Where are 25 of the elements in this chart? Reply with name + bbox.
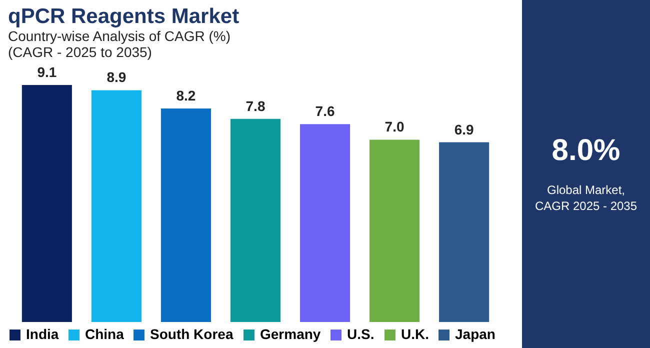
x-tick-label: India <box>26 326 59 342</box>
data-label: 9.1 <box>37 64 57 80</box>
data-label: 7.6 <box>315 103 335 120</box>
bar <box>22 85 72 322</box>
bar <box>230 118 281 322</box>
chart-title: qPCR Reagents Market <box>8 5 240 28</box>
bar <box>160 108 212 322</box>
bar <box>300 124 350 322</box>
data-label: 6.9 <box>454 121 474 138</box>
x-tick-label: U.S. <box>347 326 374 342</box>
x-tick-label: China <box>85 326 124 342</box>
x-tick-label: Germany <box>260 326 321 342</box>
chart-subtitle: Country-wise Analysis of CAGR (%) (CAGR - 2025 to 2035) <box>8 28 231 60</box>
x-tick-label: South Korea <box>150 326 234 342</box>
bar <box>439 142 490 322</box>
x-tick-label: Japan <box>455 326 496 342</box>
data-label: 7.0 <box>384 118 404 135</box>
bar <box>370 140 420 322</box>
data-label: 8.2 <box>176 87 196 104</box>
data-label: 8.9 <box>106 69 126 86</box>
bar <box>91 90 142 322</box>
data-label: 7.8 <box>246 98 266 114</box>
text: 8.0% <box>552 134 620 168</box>
x-tick-label: U.K. <box>401 326 429 342</box>
text: Global Market, CAGR 2025 - 2035 <box>534 182 638 214</box>
